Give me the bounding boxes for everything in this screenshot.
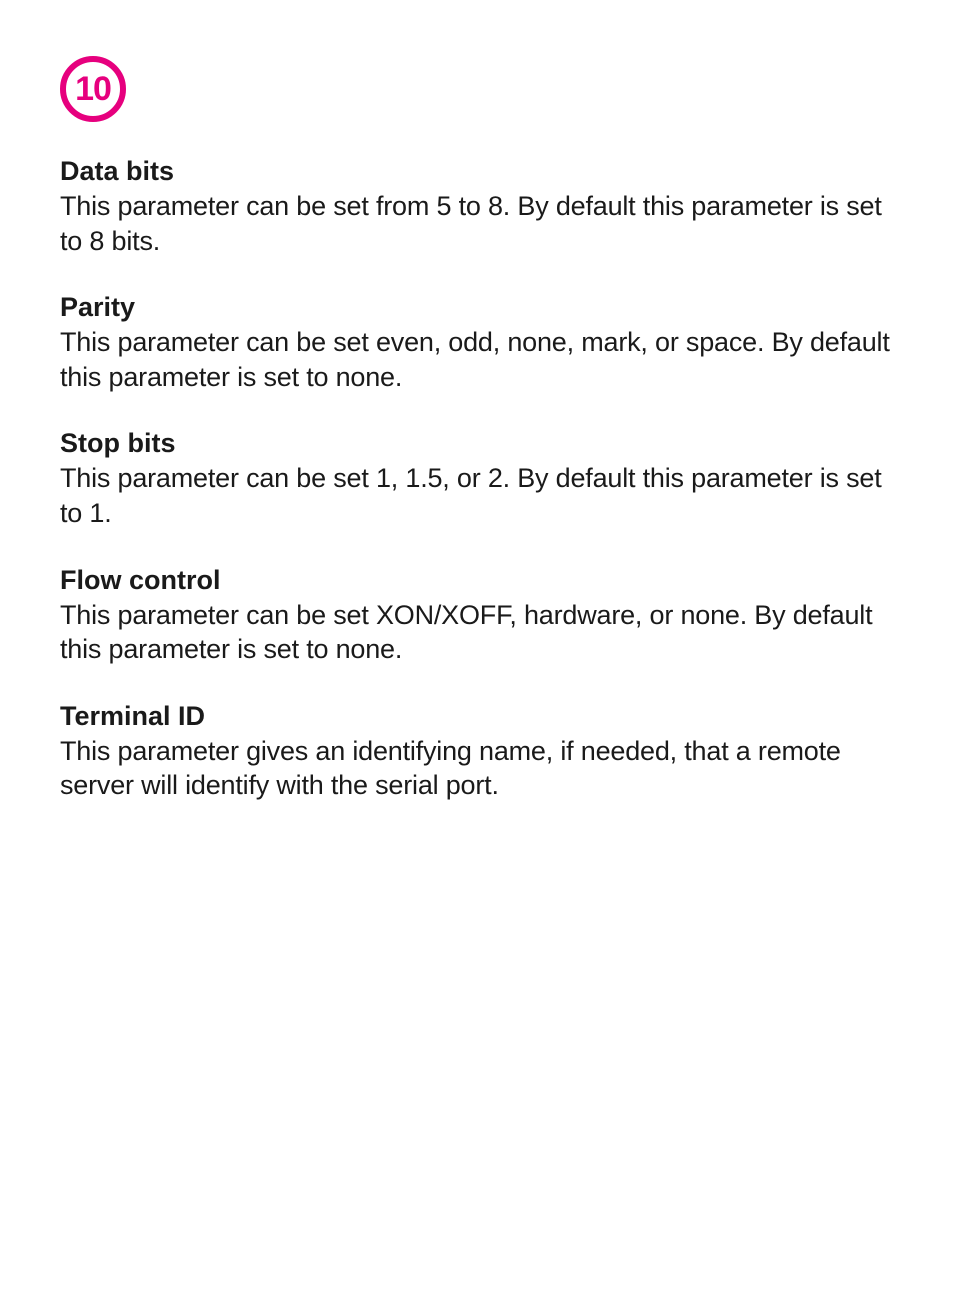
section-body: This parameter can be set XON/XOFF, hard… — [60, 598, 894, 667]
section-data-bits: Data bits This parameter can be set from… — [60, 154, 894, 258]
section-terminal-id: Terminal ID This parameter gives an iden… — [60, 699, 894, 803]
section-body: This parameter can be set from 5 to 8. B… — [60, 189, 894, 258]
section-title: Terminal ID — [60, 699, 894, 734]
chapter-badge: 10 — [60, 56, 126, 122]
section-flow-control: Flow control This parameter can be set X… — [60, 563, 894, 667]
section-body: This parameter gives an identifying name… — [60, 734, 894, 803]
section-body: This parameter can be set 1, 1.5, or 2. … — [60, 461, 894, 530]
chapter-number: 10 — [75, 72, 111, 106]
section-stop-bits: Stop bits This parameter can be set 1, 1… — [60, 426, 894, 530]
section-title: Stop bits — [60, 426, 894, 461]
section-title: Data bits — [60, 154, 894, 189]
section-body: This parameter can be set even, odd, non… — [60, 325, 894, 394]
section-parity: Parity This parameter can be set even, o… — [60, 290, 894, 394]
section-title: Parity — [60, 290, 894, 325]
section-title: Flow control — [60, 563, 894, 598]
